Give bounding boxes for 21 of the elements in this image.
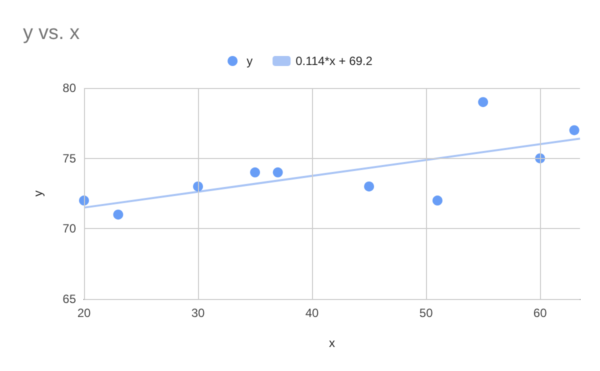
point: [272, 167, 283, 178]
x-tick-label: 40: [305, 306, 320, 320]
y-axis-title: y: [31, 190, 45, 196]
x-axis-title: x: [329, 336, 335, 350]
legend-label: y: [246, 54, 253, 68]
point: [113, 210, 124, 220]
y-tick-label: 65: [62, 292, 76, 306]
point: [250, 167, 260, 178]
point: [478, 97, 488, 108]
point: [364, 181, 374, 192]
y-tick-label: 75: [62, 151, 76, 166]
point: [569, 125, 580, 136]
point: [432, 196, 442, 206]
y-tick-label: 70: [62, 222, 76, 236]
x-tick-label: 50: [419, 306, 434, 320]
x-tick-label: 20: [77, 306, 91, 320]
legend-label: 0.114*x + 69.2: [296, 54, 373, 68]
y-tick-label: 80: [62, 81, 76, 95]
chart-title: y vs. x: [23, 22, 80, 44]
x-tick-label: 60: [533, 306, 548, 320]
x-tick-label: 30: [191, 306, 206, 320]
